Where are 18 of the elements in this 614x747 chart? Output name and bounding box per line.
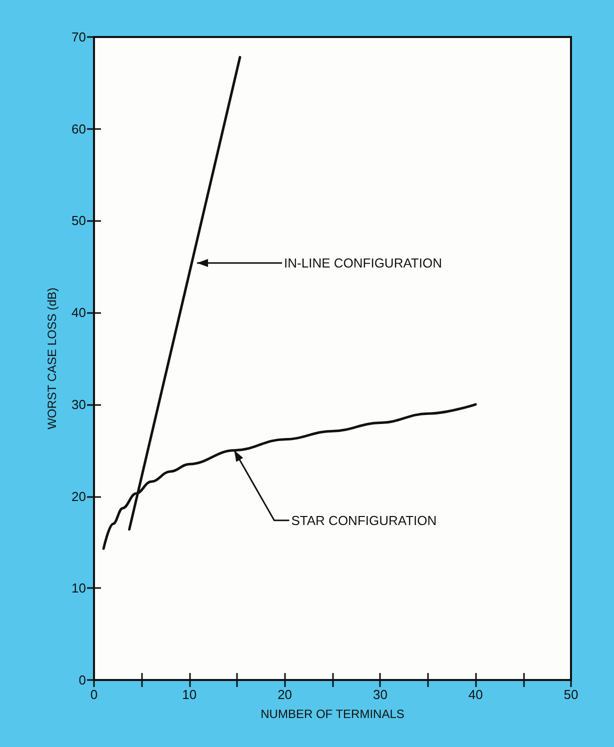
- x-axis-title: NUMBER OF TERMINALS: [260, 707, 404, 721]
- y-tick-label: 30: [72, 396, 86, 412]
- y-tick-label: 10: [72, 580, 86, 596]
- x-tick-label: 30: [372, 687, 388, 702]
- x-tick-label: 50: [564, 687, 578, 702]
- y-axis-title: WORST CASE LOSS (dB): [45, 288, 59, 430]
- x-tick-label: 0: [90, 687, 98, 702]
- annotation: IN-LINE CONFIGURATION: [284, 255, 442, 270]
- x-tick-label: 10: [182, 687, 197, 702]
- y-tick-label: 50: [72, 213, 86, 228]
- y-tick-label: 40: [72, 305, 86, 320]
- y-tick-label: 60: [72, 121, 86, 136]
- x-tick-label: 20: [278, 687, 292, 702]
- y-tick-label: 20: [72, 488, 86, 504]
- annotation: STAR CONFIGURATION: [291, 512, 437, 528]
- y-tick-label: 0: [78, 672, 86, 688]
- y-tick-label: 70: [72, 30, 86, 44]
- x-tick-label: 40: [468, 687, 483, 702]
